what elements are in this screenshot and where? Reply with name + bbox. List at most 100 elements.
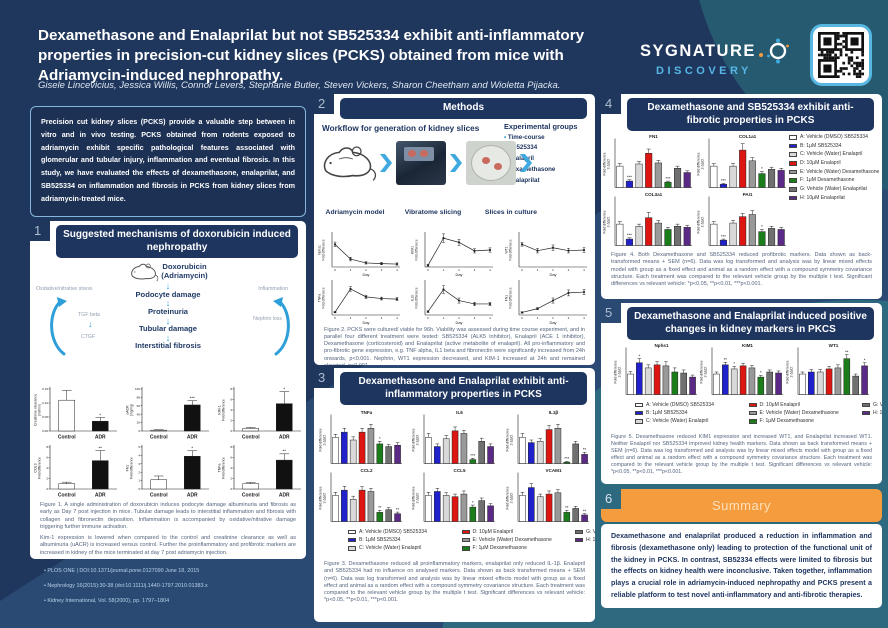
label-tgf-beta: TGF beta: [78, 312, 100, 318]
svg-text:Fold difference: Fold difference: [415, 239, 419, 260]
svg-text:*: *: [472, 500, 474, 505]
section-1-number: 1: [34, 223, 42, 238]
svg-text:*: *: [638, 353, 640, 358]
svg-text:60: 60: [137, 404, 141, 408]
svg-text:VCAM1: VCAM1: [546, 468, 563, 473]
legend-label: C: Vehicle (Water) Enalapril: [359, 545, 422, 552]
legend-swatch: [748, 419, 757, 424]
svg-text:Day: Day: [456, 319, 463, 324]
svg-text:3: 3: [380, 268, 382, 272]
svg-text:2-ΔΔCt: 2-ΔΔCt: [703, 367, 707, 378]
svg-text:***: ***: [721, 178, 726, 183]
svg-text:3: 3: [380, 316, 382, 320]
legend-swatch: [635, 410, 643, 416]
svg-text:**: **: [845, 349, 849, 354]
svg-text:4: 4: [396, 268, 398, 272]
svg-text:4: 4: [396, 316, 398, 320]
legend-item: F: 1μM Dexamethasone: [461, 544, 576, 552]
group-item: Enalaprilat: [504, 176, 590, 187]
svg-text:0: 0: [230, 429, 232, 433]
svg-text:*: *: [733, 361, 735, 366]
svg-text:Fold difference: Fold difference: [697, 152, 701, 175]
section-2-box: Methods Workflow for generation of kidne…: [314, 94, 595, 365]
legend-item: G: Vehicle (Water) Enalaprilat: [789, 185, 879, 194]
svg-text:3: 3: [568, 316, 570, 320]
legend-swatch: [789, 161, 797, 166]
chart-fn1-fold: FN1 Fold difference 0 1 2 3 4 5 Control * ADR: [126, 445, 209, 499]
svg-text:Control: Control: [150, 435, 168, 441]
legend-label: H: 10μM Enalaprilat: [800, 194, 845, 201]
svg-text:2-ΔΔCt: 2-ΔΔCt: [510, 493, 514, 504]
svg-text:1: 1: [537, 268, 539, 272]
legend-item: H: 10μM Enalaprilat: [789, 194, 879, 203]
svg-text:Control: Control: [58, 435, 76, 441]
svg-text:3: 3: [474, 268, 476, 272]
svg-text:8: 8: [230, 387, 232, 391]
logo-text-sygnature: SYGNATURE: [640, 41, 756, 60]
figure3-caption: Figure 3. Dexamethasone reduced all proi…: [324, 561, 585, 604]
svg-text:KIM-1: KIM-1: [218, 405, 222, 414]
svg-text:100: 100: [135, 387, 140, 391]
svg-text:Fold difference: Fold difference: [613, 360, 617, 383]
svg-text:2-ΔΔCt: 2-ΔΔCt: [701, 159, 705, 170]
svg-text:2-ΔΔCt: 2-ΔΔCt: [416, 435, 420, 446]
svg-text:***: ***: [627, 233, 632, 238]
chart-fn1-timecourse: FN1 Fold difference 0 1 2 3 4 Day: [505, 279, 588, 324]
svg-text:80: 80: [137, 396, 141, 400]
svg-text:0: 0: [138, 487, 140, 491]
svg-text:Fold difference: Fold difference: [603, 152, 607, 175]
svg-text:3: 3: [474, 316, 476, 320]
section-4-box: Dexamethasone and SB525334 exhibit anti-…: [601, 94, 882, 299]
legend-item: E: Vehicle (Water) Dexamethasone: [461, 536, 576, 544]
svg-text:IL1b: IL1b: [411, 294, 415, 301]
svg-text:**: **: [723, 357, 727, 362]
chart-il1b-timecourse: IL1b Fold difference 0 1 2 3 4 Day: [411, 279, 494, 324]
legend-item: C: Vehicle (Water) Enalapril: [635, 417, 749, 425]
figure2-charts: Nphs1 Fold difference 0 1 2 3 4 Day KIM1 Fold di…: [314, 229, 595, 325]
legend-item: A: Vehicle (DMSO) SB525334: [635, 401, 749, 409]
section-3-number: 3: [318, 370, 326, 385]
svg-text:2: 2: [365, 316, 367, 320]
logo-text-discovery: DISCOVERY: [656, 65, 752, 77]
legend-swatch: [862, 402, 870, 408]
legend-item: B: 1μM SB525334: [635, 409, 749, 417]
svg-text:4: 4: [230, 466, 232, 470]
svg-text:4: 4: [138, 454, 140, 458]
down-arrow-icon: ↓: [165, 281, 171, 291]
legend-item: H: 10μM Enalaprilat: [575, 536, 595, 544]
svg-text:COL3a1: COL3a1: [645, 192, 663, 197]
section-5-title: Dexamethasone and Enalaprilat induced po…: [627, 307, 874, 340]
legend-swatch: [575, 537, 583, 543]
legend-label: B: 1μM SB525334: [800, 142, 842, 149]
legend-label: F: 1μM Dexamethasone: [800, 177, 855, 184]
svg-text:2-ΔΔCt: 2-ΔΔCt: [701, 217, 705, 228]
svg-text:ADR: ADR: [187, 435, 198, 441]
svg-text:2: 2: [46, 477, 48, 481]
svg-text:TNFa: TNFa: [218, 464, 222, 473]
poster-authors: Gisele Lincevicius, Jessica Willis, Conn…: [38, 80, 561, 91]
petri-dish: [471, 144, 511, 181]
svg-text:Fold difference: Fold difference: [415, 287, 419, 308]
svg-text:2: 2: [552, 316, 554, 320]
svg-text:Control: Control: [242, 435, 260, 441]
svg-text:TNFa: TNFa: [317, 293, 321, 302]
svg-text:(ml/min): (ml/min): [38, 404, 42, 416]
references-list: PLOS ONE | DOI:10.1371/journal.pone.0127…: [44, 568, 294, 613]
svg-text:0: 0: [230, 487, 232, 491]
legend-swatch: [348, 529, 356, 535]
svg-text:**: **: [283, 449, 287, 454]
summary-box: Dexamethasone and enalaprilat produced a…: [601, 524, 882, 608]
label-inflammation: Inflammation: [258, 286, 288, 292]
svg-text:ADR: ADR: [279, 493, 290, 499]
legend-swatch: [461, 537, 470, 543]
svg-text:FN1: FN1: [126, 465, 130, 472]
svg-text:2-ΔΔCt: 2-ΔΔCt: [322, 493, 326, 504]
group-item: Time-course: [504, 133, 590, 144]
svg-text:Day: Day: [362, 319, 369, 324]
svg-text:Day: Day: [550, 319, 557, 324]
legend-item: C: Vehicle (Water) Enalapril: [348, 544, 462, 552]
figure3-legend: A: Vehicle (DMSO) SB525334 B: 1μM SB52533…: [348, 528, 595, 558]
